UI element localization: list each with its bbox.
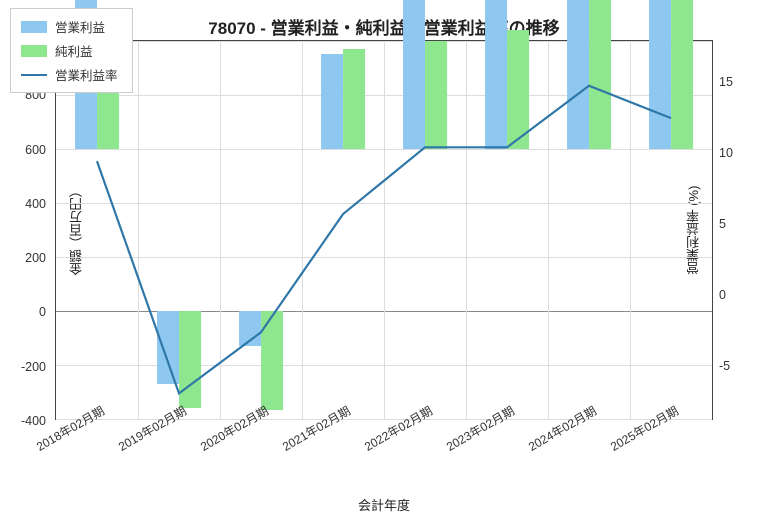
y-tick-400: 400 (0, 197, 46, 211)
plot-area: 1000 800 600 400 200 0 -200 -400 15 10 5… (55, 40, 713, 420)
y2-tick-neg5: -5 (719, 359, 764, 373)
legend-line-operating-margin (21, 74, 47, 76)
y2-tick-0: 0 (719, 288, 764, 302)
y-tick-200: 200 (0, 251, 46, 265)
y2-tick-5: 5 (719, 217, 764, 231)
legend-row-operating-margin: 営業利益率 (21, 65, 118, 84)
legend-swatch-operating-profit (21, 21, 47, 33)
y-tick-neg400: -400 (0, 414, 46, 428)
y-tick-0: 0 (0, 305, 46, 319)
legend-label-operating-profit: 営業利益 (55, 17, 105, 36)
legend-row-operating-profit: 営業利益 (21, 17, 118, 36)
y-tick-neg200: -200 (0, 360, 46, 374)
y-tick-600: 600 (0, 143, 46, 157)
legend-label-operating-margin: 営業利益率 (55, 65, 118, 84)
plot-area-wrapper: 金額（百万円） 営業利益率 (%) 1000 800 600 (55, 40, 713, 420)
y2-tick-15: 15 (719, 75, 764, 89)
operating-margin-line[interactable] (56, 41, 712, 419)
legend-swatch-net-profit (21, 45, 47, 57)
chart-root: 78070 - 営業利益・純利益と営業利益率の推移 金額（百万円） 営業利益率 … (0, 0, 768, 512)
y2-tick-10: 10 (719, 146, 764, 160)
legend-row-net-profit: 純利益 (21, 41, 118, 60)
x-axis-title: 会計年度 (55, 495, 713, 514)
legend-box: 営業利益 純利益 営業利益率 (10, 8, 133, 93)
legend-label-net-profit: 純利益 (55, 41, 93, 60)
